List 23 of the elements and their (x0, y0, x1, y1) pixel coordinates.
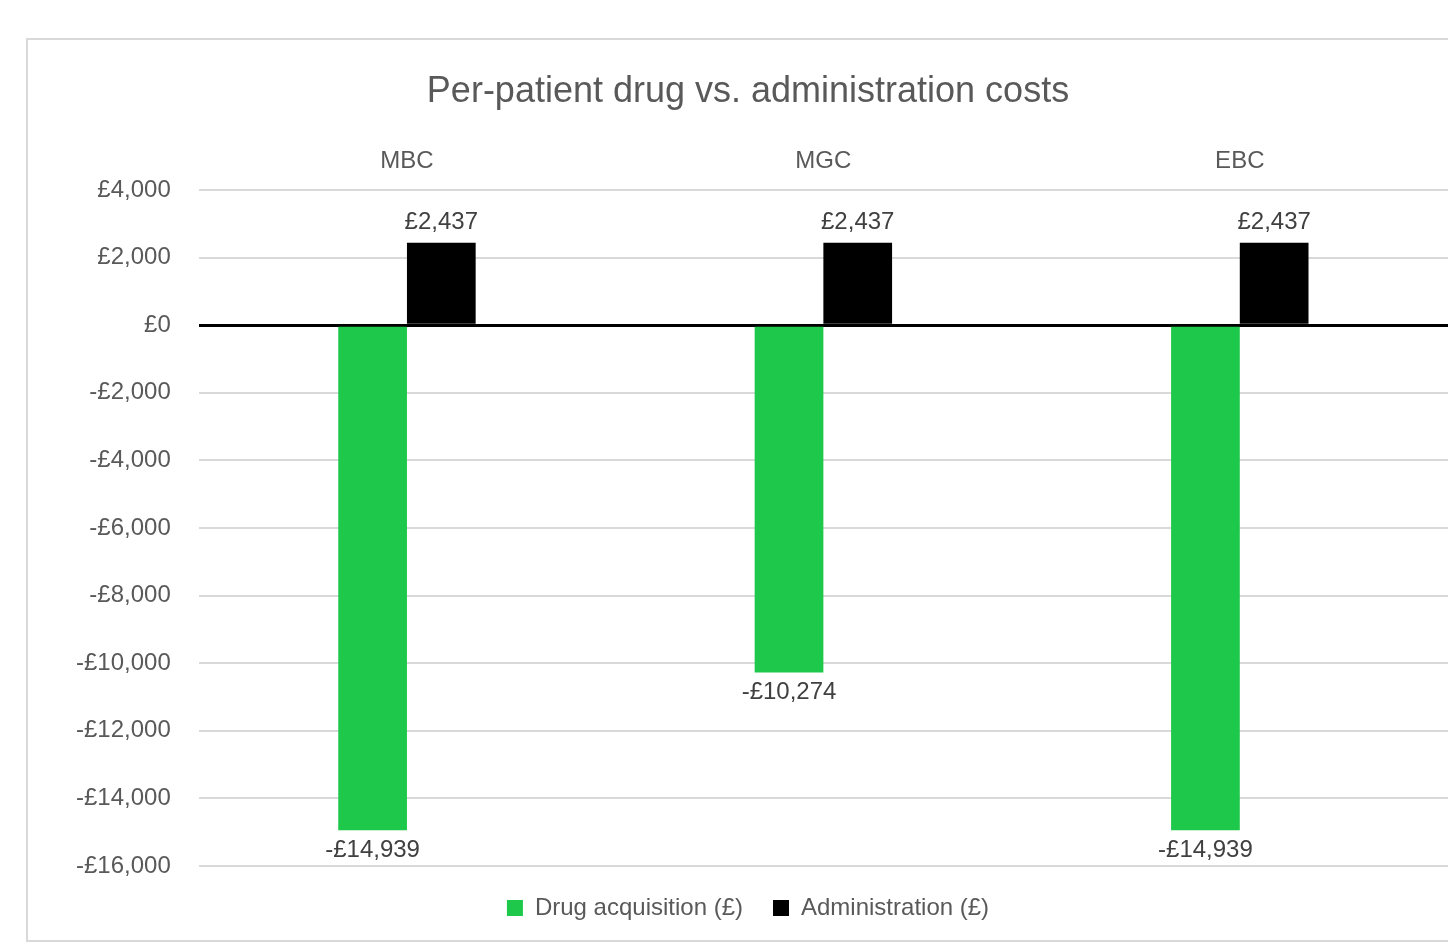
legend-label: Drug acquisition (£) (534, 892, 744, 920)
legend-label: Administration (£) (801, 892, 990, 920)
y-tick-label: -£6,000 (89, 512, 171, 540)
data-label: -£14,939 (325, 834, 420, 862)
data-label: -£10,274 (741, 677, 837, 705)
y-tick-label: -£2,000 (89, 377, 171, 405)
y-tick-label: -£8,000 (89, 580, 171, 608)
data-label: -£14,939 (1158, 834, 1253, 862)
data-label: £2,437 (821, 207, 895, 235)
x-tick-label: MGC (795, 146, 852, 174)
data-label: £2,437 (404, 207, 479, 235)
y-tick-label: -£10,000 (76, 647, 171, 675)
chart-title: Per-patient drug vs. administration costs (426, 68, 1070, 110)
x-tick-label: EBC (1215, 146, 1265, 174)
y-tick-label: -£12,000 (76, 715, 171, 743)
data-label: £2,437 (1237, 207, 1311, 235)
y-tick-label: -£14,000 (76, 783, 171, 811)
y-tick-label: £2,000 (97, 242, 171, 270)
y-tick-label: -£4,000 (89, 445, 171, 473)
x-tick-label: MBC (380, 146, 434, 174)
y-tick-label: -£16,000 (76, 850, 171, 878)
y-tick-label: £0 (144, 309, 171, 337)
y-tick-label: £4,000 (97, 174, 171, 202)
